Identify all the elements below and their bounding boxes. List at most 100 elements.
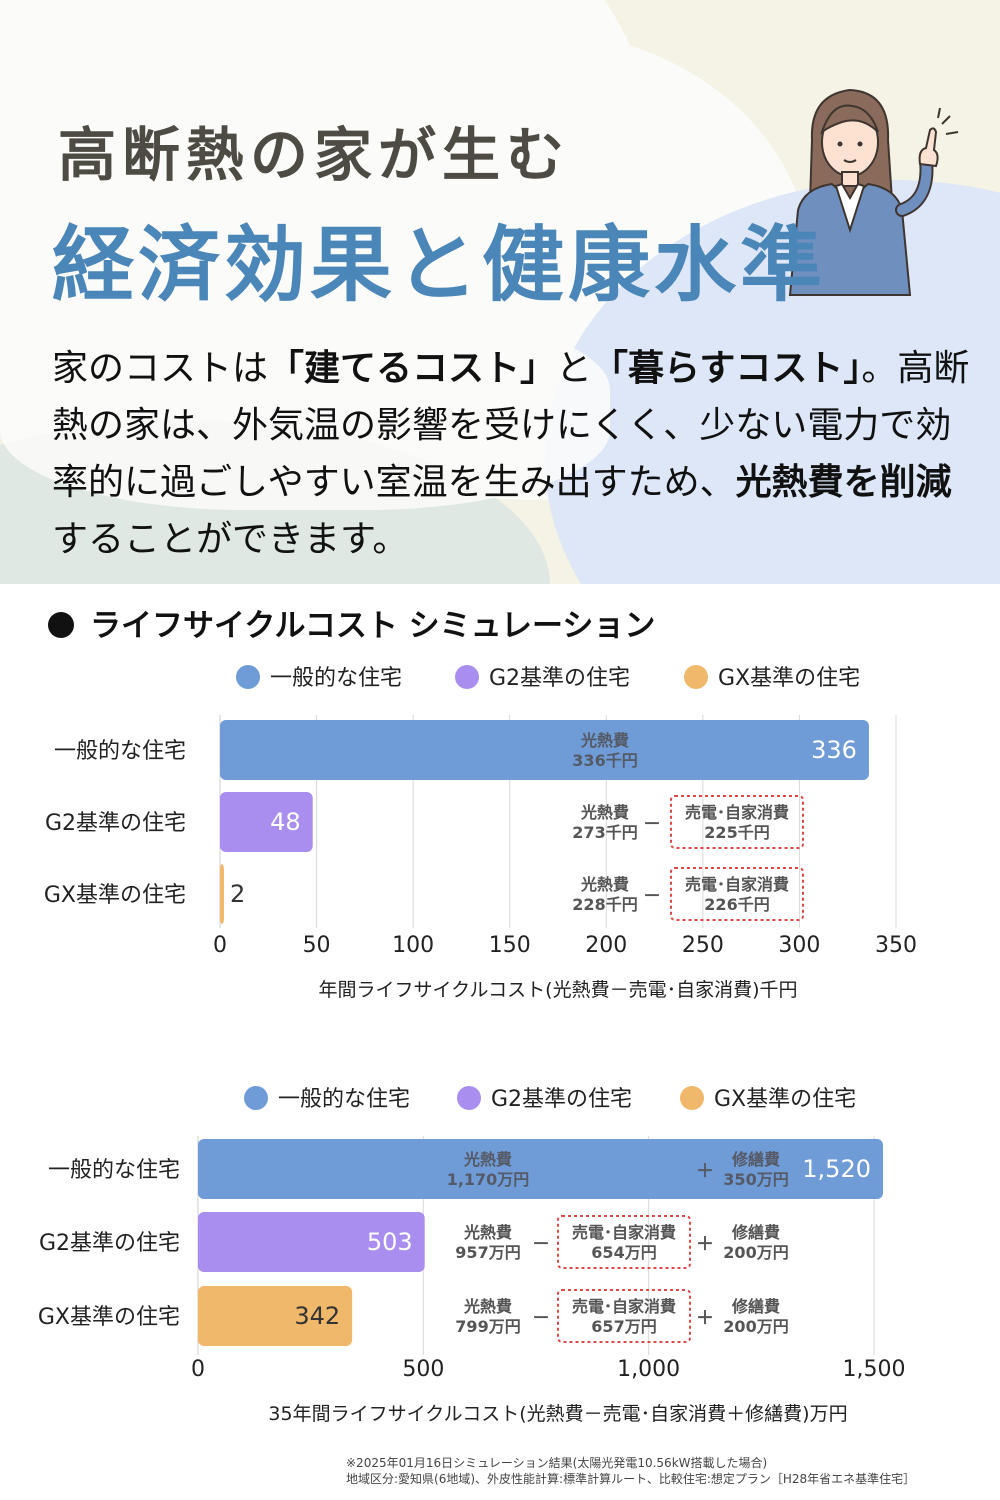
legend-swatch (680, 1086, 704, 1110)
category-label: GX基準の住宅 (44, 883, 186, 908)
x-tick-label: 200 (585, 933, 627, 958)
annotation-sell-value: 654万円 (591, 1243, 656, 1262)
annotation-sell-value: 226千円 (704, 895, 769, 914)
x-axis-title: 年間ライフサイクルコスト(光熱費－売電･自家消費)千円 (319, 979, 798, 1001)
annotation-minus: － (643, 886, 661, 907)
x-tick-label: 250 (682, 933, 724, 958)
annotation-energy-label: 光熱費 (463, 1297, 512, 1316)
bar (220, 720, 869, 780)
footnote-line: ※2025年01月16日シミュレーション結果(太陽光発電10.56kW搭載した場… (346, 1456, 768, 1470)
footnote-line: 地域区分:愛知県(6地域)、外皮性能計算:標準計算ルート、比較住宅:想定プラン［… (346, 1472, 916, 1486)
x-tick-label: 50 (303, 933, 331, 958)
bar-value-label: 503 (367, 1228, 413, 1256)
x-tick-label: 150 (489, 933, 531, 958)
x-tick-label: 500 (402, 1357, 444, 1382)
intro-part: 。高断熱の家は、外気温の影響を受けにくく、少ない電力で効率的に過ごしやすい室温を… (52, 348, 970, 503)
annotation-sell-box (670, 795, 804, 849)
x-tick-label: 300 (778, 933, 820, 958)
category-label: G2基準の住宅 (45, 811, 186, 836)
category-label: G2基準の住宅 (39, 1231, 180, 1256)
bar (198, 1139, 884, 1199)
category-label: 一般的な住宅 (54, 739, 186, 764)
annotation-energy-label: 光熱費 (580, 731, 629, 750)
bar-value-label: 342 (294, 1302, 340, 1330)
intro-emphasis: 「建てるコスト」 (268, 348, 557, 389)
annotation-energy-value: 957万円 (455, 1243, 520, 1262)
category-label: 一般的な住宅 (48, 1158, 180, 1183)
x-tick-label: 1,500 (843, 1357, 906, 1382)
legend-label: G2基準の住宅 (489, 666, 630, 691)
category-label: GX基準の住宅 (38, 1305, 180, 1330)
annotation-repair-value: 200万円 (723, 1317, 788, 1336)
annotation-sell-label: 売電･自家消費 (572, 1223, 676, 1242)
x-tick-label: 350 (875, 933, 917, 958)
annotation-energy-value: 1,170万円 (447, 1170, 530, 1189)
bar (198, 1286, 353, 1346)
x-tick-label: 100 (392, 933, 434, 958)
bar-value-label: 336 (811, 736, 857, 764)
annotation-energy-value: 228千円 (572, 895, 637, 914)
annotation-sell-label: 売電･自家消費 (572, 1297, 676, 1316)
annotation-repair-label: 修繕費 (731, 1150, 780, 1169)
legend-swatch (684, 665, 708, 689)
annotation-plus: ＋ (696, 1308, 714, 1329)
bar (220, 864, 224, 924)
bar-value-label: 2 (230, 880, 245, 908)
annotation-repair-value: 350万円 (723, 1170, 788, 1189)
annotation-repair-label: 修繕費 (731, 1297, 780, 1316)
lifecycle-35yr-cost-chart: 一般的な住宅 G2基準の住宅 GX基準の住宅 0 500 1,000 1,500 一般的な住宅… (38, 1086, 906, 1425)
businesswoman-illustration (788, 88, 959, 296)
legend-label: GX基準の住宅 (714, 1087, 856, 1112)
annotation-sell-box (557, 1215, 691, 1269)
legend-label: 一般的な住宅 (270, 666, 402, 691)
annotation-energy-value: 273千円 (572, 823, 637, 842)
x-axis-title: 35年間ライフサイクルコスト(光熱費－売電･自家消費＋修繕費)万円 (268, 1403, 847, 1425)
intro-part: することができます。 (52, 519, 409, 560)
title-line-2: 経済効果と健康水準 (52, 218, 827, 313)
annotation-repair-value: 200万円 (723, 1243, 788, 1262)
intro-emphasis: 「暮らすコスト」 (592, 348, 862, 389)
intro-part: と (556, 348, 593, 389)
annotation-repair-label: 修繕費 (731, 1223, 780, 1242)
intro-emphasis: 光熱費を削減 (735, 462, 952, 503)
legend-swatch (244, 1086, 268, 1110)
annotation-sell-box (670, 867, 804, 921)
bar-value-label: 48 (270, 808, 301, 836)
x-tick-label: 1,000 (617, 1357, 680, 1382)
annotation-minus: － (532, 1234, 550, 1255)
annotation-sell-value: 225千円 (704, 823, 769, 842)
legend-swatch (236, 665, 260, 689)
annotation-energy-label: 光熱費 (463, 1150, 512, 1169)
x-tick-label: 0 (213, 933, 227, 958)
annotation-sell-value: 657万円 (591, 1317, 656, 1336)
legend-label: 一般的な住宅 (278, 1087, 410, 1112)
white-blob-3 (0, 310, 610, 510)
intro-paragraph: 家のコストは「建てるコスト」と「暮らすコスト」。高断熱の家は、外気温の影響を受け… (52, 340, 982, 568)
annotation-energy-value: 799万円 (455, 1317, 520, 1336)
bullet-icon (48, 612, 74, 638)
annotation-plus: ＋ (696, 1161, 714, 1182)
annotation-energy-label: 光熱費 (580, 875, 629, 894)
annotation-sell-box (557, 1289, 691, 1343)
intro-part: 家のコストは (52, 348, 269, 389)
bar-value-label: 1,520 (802, 1155, 871, 1183)
x-tick-label: 0 (191, 1357, 205, 1382)
section-title-text: ライフサイクルコスト シミュレーション (90, 608, 656, 644)
legend-label: GX基準の住宅 (718, 666, 860, 691)
annotation-energy-label: 光熱費 (580, 803, 629, 822)
legend-swatch (457, 1086, 481, 1110)
annotation-sell-label: 売電･自家消費 (685, 875, 789, 894)
bar (198, 1212, 425, 1272)
title-line-1: 高断熱の家が生む (58, 121, 571, 189)
footnote: ※2025年01月16日シミュレーション結果(太陽光発電10.56kW搭載した場… (346, 1455, 915, 1487)
annual-cost-chart: 一般的な住宅 G2基準の住宅 GX基準の住宅 0 50 100 150 200 250 300 35… (44, 665, 917, 1001)
bar (220, 792, 313, 852)
annotation-energy-label: 光熱費 (463, 1223, 512, 1242)
annotation-plus: ＋ (696, 1234, 714, 1255)
annotation-minus: － (643, 814, 661, 835)
annotation-energy-value: 336千円 (572, 751, 637, 770)
legend-swatch (455, 665, 479, 689)
legend-label: G2基準の住宅 (491, 1087, 632, 1112)
annotation-minus: － (532, 1308, 550, 1329)
section-title: ライフサイクルコスト シミュレーション (48, 600, 655, 645)
